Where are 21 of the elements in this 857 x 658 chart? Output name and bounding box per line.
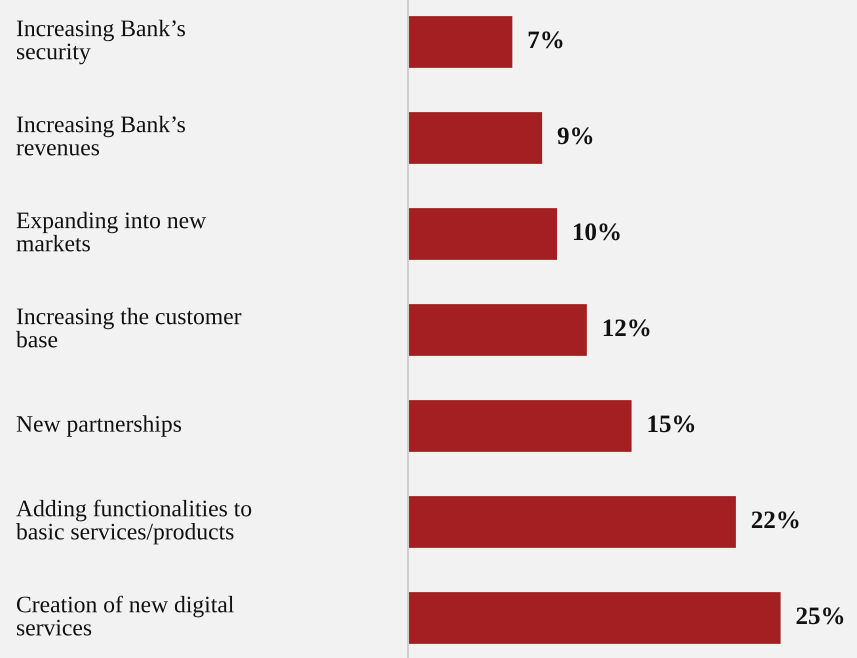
y-tick-label: Increasing Bank’s security [16, 20, 185, 64]
bar [408, 16, 512, 68]
bar [408, 112, 542, 164]
y-tick-label: Increasing Bank’s revenues [16, 116, 185, 156]
bar [408, 592, 781, 644]
y-tick-label: Creation of new digital services [16, 596, 234, 636]
data-label: 7% [528, 31, 562, 48]
data-label: 9% [558, 127, 592, 144]
data-label: 10% [574, 223, 620, 240]
data-label: 22% [752, 511, 798, 528]
data-label: 12% [604, 319, 650, 336]
y-tick-label: Adding functionalities to basic services/products [16, 500, 252, 544]
y-tick-label: Increasing the customer base [16, 308, 242, 348]
y-tick-label: Expanding into new markets [16, 212, 206, 252]
y-tick-label: New partnerships [16, 415, 182, 437]
bar [408, 496, 736, 548]
data-label: 25% [796, 607, 844, 624]
bar [408, 304, 587, 356]
bar [408, 208, 558, 260]
data-label: 15% [648, 415, 694, 432]
bar [408, 400, 632, 452]
